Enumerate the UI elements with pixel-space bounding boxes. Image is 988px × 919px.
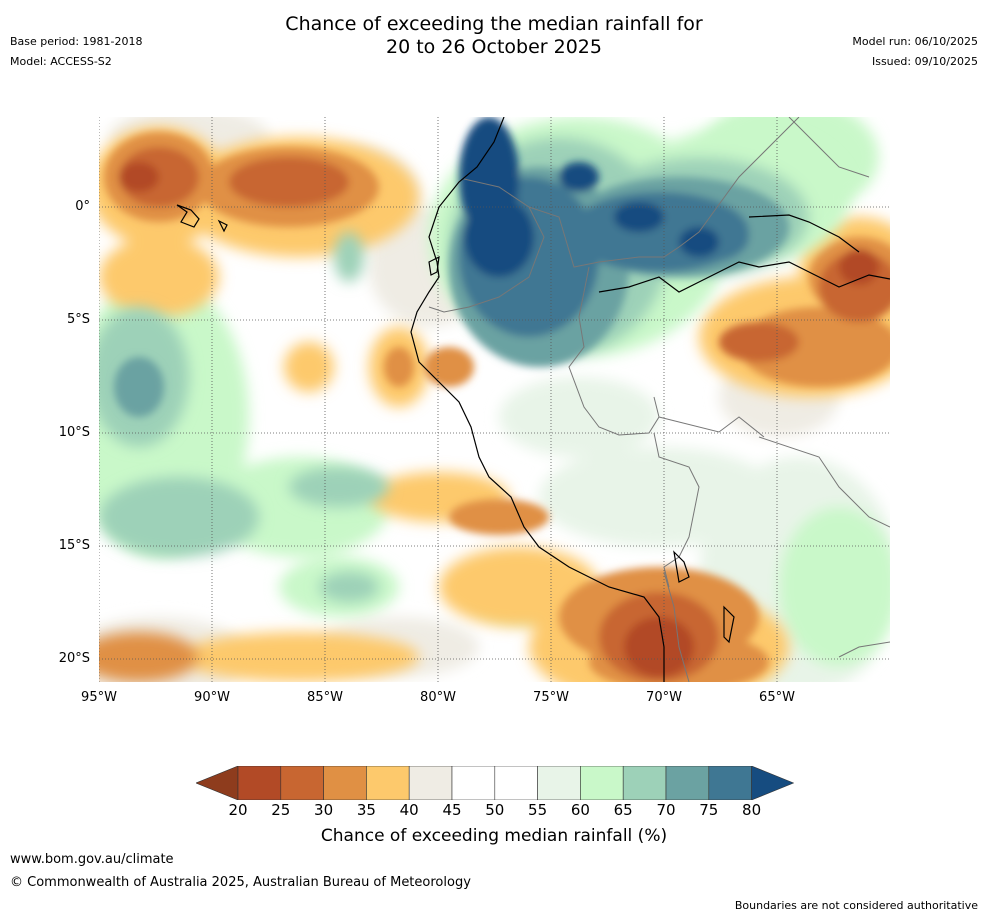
lat-label-5s: 5°S — [66, 312, 90, 327]
colorbar-extension-low — [196, 766, 239, 800]
title-line-2: 20 to 26 October 2025 — [386, 36, 602, 58]
lon-label-75w: 75°W — [533, 690, 569, 705]
country-borders — [428, 117, 890, 682]
base-period: Base period: 1981-2018 — [10, 35, 143, 48]
colorbar-tick-label: 50 — [485, 801, 505, 819]
copyright-notice: © Commonwealth of Australia 2025, Austra… — [10, 875, 471, 890]
colorbar-tick-label: 25 — [271, 801, 291, 819]
colorbar-segment — [537, 766, 581, 800]
colorbar-tick-label: 80 — [742, 801, 762, 819]
colorbar-tick-label: 45 — [442, 801, 462, 819]
colorbar-segment — [323, 766, 367, 800]
colorbar-segment — [622, 766, 667, 800]
graticule — [99, 117, 890, 682]
colorbar-segment — [366, 766, 410, 800]
website-link[interactable]: www.bom.gov.au/climate — [10, 852, 174, 867]
colorbar-segment — [708, 766, 752, 800]
forecast-map — [99, 117, 890, 682]
colorbar-tick-label: 70 — [656, 801, 676, 819]
colorbar-extension-high — [751, 766, 794, 800]
colorbar-tick-label: 60 — [570, 801, 590, 819]
colorbar-tick-label: 35 — [356, 801, 376, 819]
lat-label-10s: 10°S — [58, 425, 90, 440]
colorbar-segment — [451, 766, 496, 800]
colorbar-segment — [280, 766, 324, 800]
colorbar-label: Chance of exceeding median rainfall (%) — [320, 826, 668, 846]
meta-right: Model run: 06/10/2025 Issued: 09/10/2025 — [852, 32, 978, 72]
model-run: Model run: 06/10/2025 — [852, 35, 978, 48]
colorbar-segment — [665, 766, 710, 800]
colorbar-tick-label: 55 — [528, 801, 548, 819]
title-line-1: Chance of exceeding the median rainfall … — [285, 13, 703, 35]
lat-label-0: 0° — [75, 199, 90, 214]
colorbar-tick-label: 65 — [613, 801, 633, 819]
lon-label-70w: 70°W — [646, 690, 682, 705]
colorbar-tick-label: 20 — [228, 801, 248, 819]
lon-label-80w: 80°W — [420, 690, 456, 705]
colorbar-tick-label: 30 — [314, 801, 334, 819]
lon-label-85w: 85°W — [307, 690, 343, 705]
colorbar-segment — [580, 766, 624, 800]
colorbar — [196, 766, 794, 800]
coastline — [176, 117, 890, 682]
model-name: Model: ACCESS-S2 — [10, 55, 112, 68]
drier-zones — [104, 132, 890, 682]
colorbar-segment — [408, 766, 453, 800]
colorbar-segment — [494, 766, 538, 800]
issued-date: Issued: 09/10/2025 — [871, 55, 978, 68]
map-title: Chance of exceeding the median rainfall … — [0, 13, 988, 59]
lon-label-90w: 90°W — [194, 690, 230, 705]
meta-left: Base period: 1981-2018 Model: ACCESS-S2 — [10, 32, 142, 72]
colorbar-tick-label: 40 — [399, 801, 419, 819]
lat-label-15s: 15°S — [58, 538, 90, 553]
lon-label-65w: 65°W — [759, 690, 795, 705]
wetter-zones — [114, 117, 789, 417]
colorbar-segment — [237, 766, 282, 800]
lon-label-95w: 95°W — [81, 690, 117, 705]
colorbar-segments — [196, 766, 794, 800]
colorbar-tick-label: 75 — [699, 801, 719, 819]
boundary-disclaimer: Boundaries are not considered authoritat… — [734, 899, 978, 912]
lat-label-20s: 20°S — [58, 651, 90, 666]
